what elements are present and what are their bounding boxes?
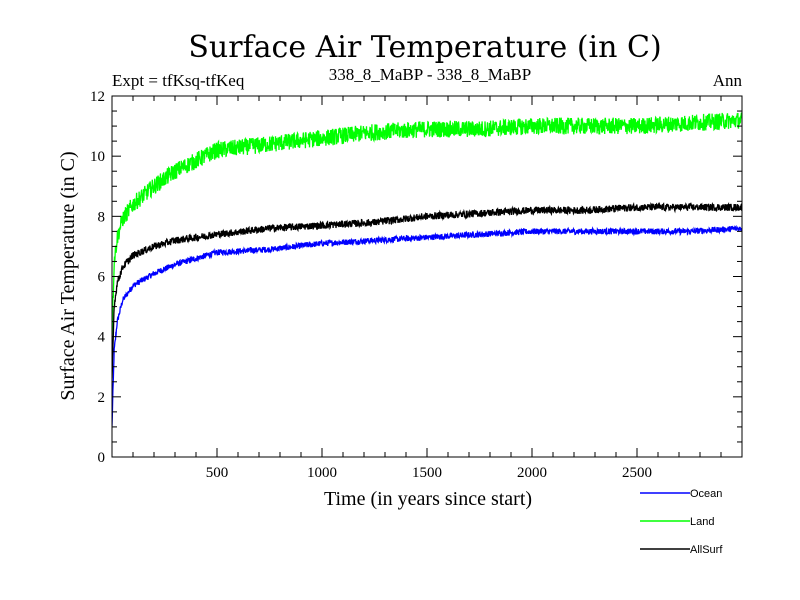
y-tick-label: 6 [98,270,106,286]
y-tick-label: 2 [98,390,106,406]
experiment-label: Expt = tfKsq-tfKeq [112,71,245,90]
legend-label-land: Land [690,516,714,528]
legend: Ocean Land AllSurf [640,488,723,556]
y-axis-label: Surface Air Temperature (in C) [57,151,79,400]
x-tick-label: 2000 [517,465,547,481]
legend-label-allsurf: AllSurf [690,544,723,556]
x-axis-label: Time (in years since start) [324,488,532,510]
y-tick-label: 10 [90,149,105,165]
series-line-allsurf [112,201,742,379]
y-tick-label: 0 [98,450,106,466]
x-tick-label: 500 [206,465,229,481]
season-label: Ann [713,71,743,90]
y-tick-label: 4 [98,330,106,346]
series-line-land [112,112,742,342]
y-tick-label: 12 [90,89,105,105]
chart-title: Surface Air Temperature (in C) [188,30,661,65]
x-tick-label: 1500 [412,465,442,481]
y-tick-label: 8 [98,209,106,225]
run-label: 338_8_MaBP - 338_8_MaBP [329,65,531,84]
x-tick-label: 1000 [307,465,337,481]
series-group [112,112,742,427]
axes: 0 2 4 6 8 10 12 500 1000 1500 2000 2500 [90,89,743,481]
series-line-ocean [112,225,742,427]
legend-label-ocean: Ocean [690,488,722,500]
x-tick-label: 2500 [622,465,652,481]
